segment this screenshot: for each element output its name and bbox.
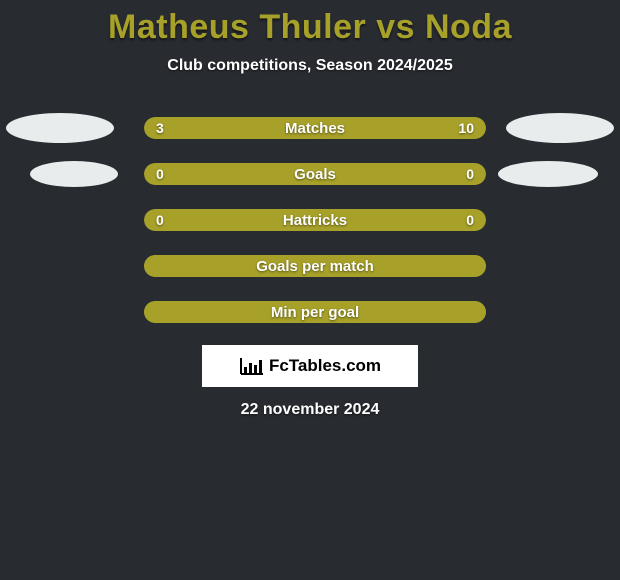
team-badge-right [506,113,614,143]
team-badge-left [30,161,118,187]
page-title: Matheus Thuler vs Noda [0,0,620,47]
stat-label: Hattricks [144,209,486,231]
snapshot-date: 22 november 2024 [0,401,620,419]
stat-bar: Min per goal [144,301,486,323]
stat-label: Goals [144,163,486,185]
stat-bar: 310Matches [144,117,486,139]
comparison-card: Matheus Thuler vs Noda Club competitions… [0,0,620,580]
stat-bar: 00Goals [144,163,486,185]
subtitle: Club competitions, Season 2024/2025 [0,57,620,75]
stat-row: Min per goal [6,301,614,323]
stat-label: Min per goal [144,301,486,323]
stat-row: Goals per match [6,255,614,277]
team-badge-right [498,161,598,187]
branding-badge: FcTables.com [202,345,418,387]
stat-bar: Goals per match [144,255,486,277]
stat-row: 00Goals [6,163,614,185]
stat-row: 310Matches [6,117,614,139]
stat-rows: 310Matches 00Goals 00Hattricks Goals per ma… [0,117,620,323]
chart-icon [239,356,265,376]
stat-row: 00Hattricks [6,209,614,231]
stat-label: Goals per match [144,255,486,277]
stat-bar: 00Hattricks [144,209,486,231]
stat-label: Matches [144,117,486,139]
team-badge-left [6,113,114,143]
branding-text: FcTables.com [269,356,381,376]
